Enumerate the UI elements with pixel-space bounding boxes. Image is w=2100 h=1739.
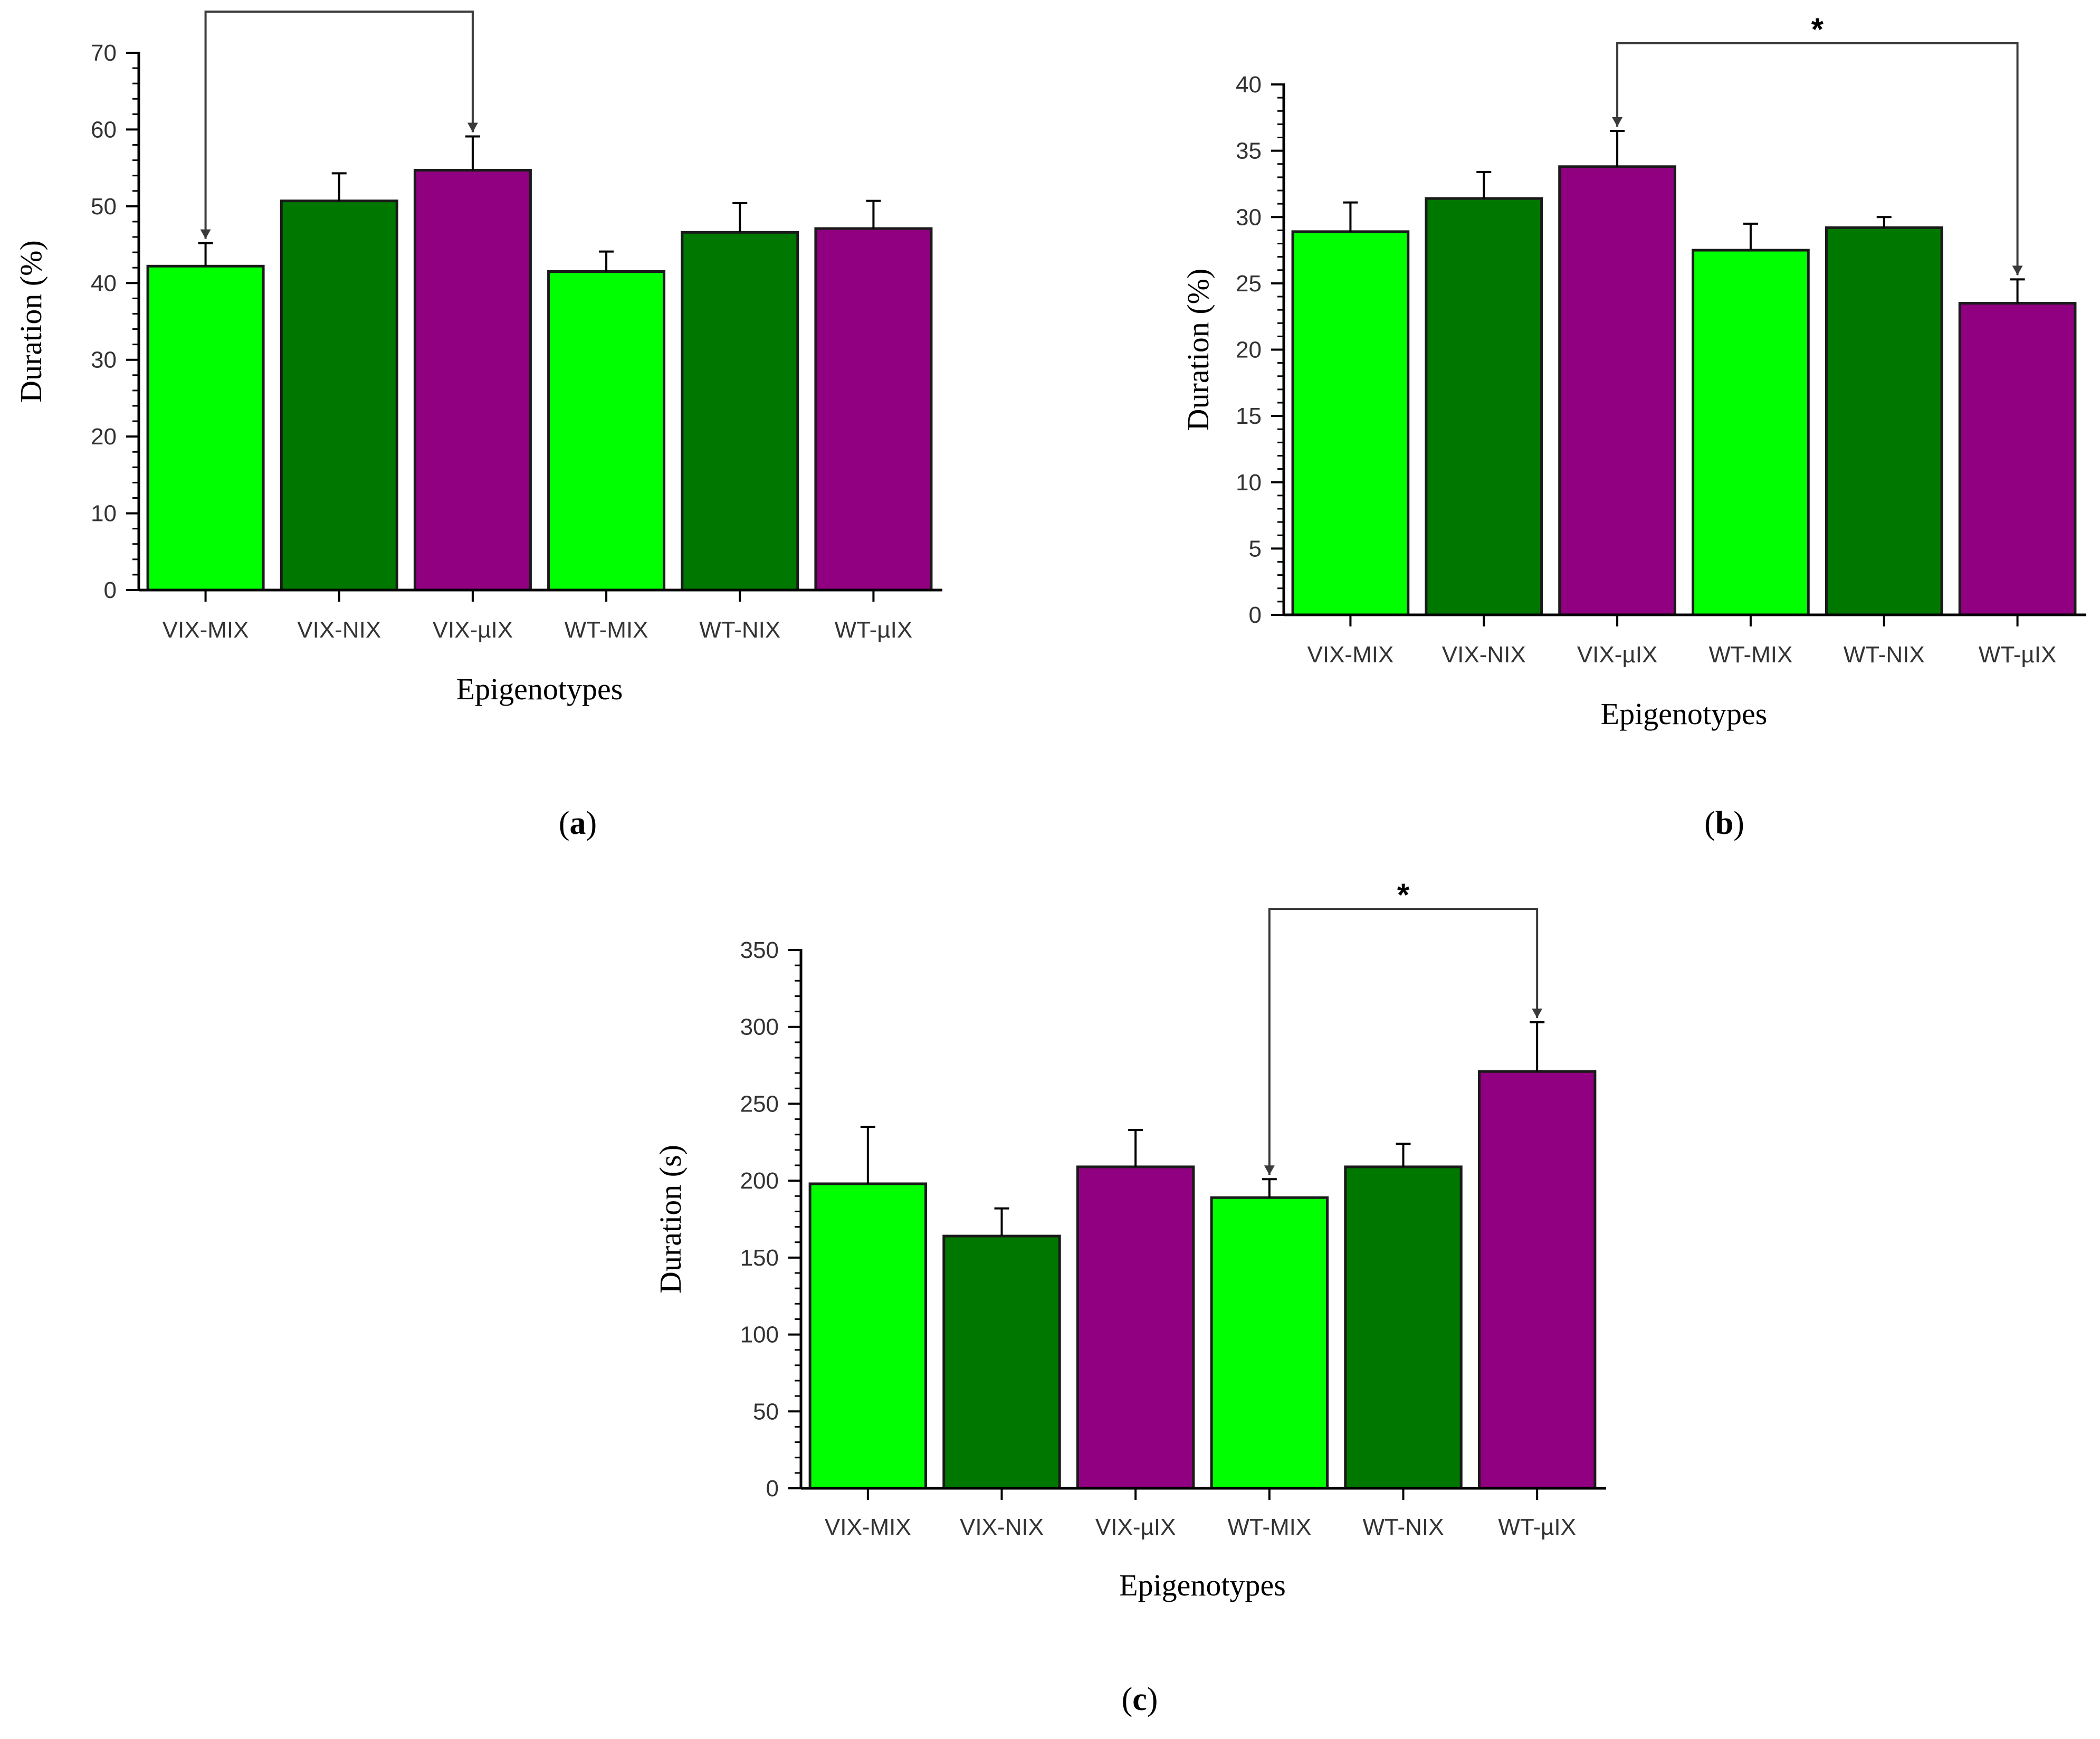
significance-star-a: * (333, 0, 346, 15)
y-tick-label-b-5: 5 (1249, 536, 1262, 562)
bar-b-3 (1558, 165, 1676, 616)
y-tick-label-a-70: 70 (91, 40, 117, 66)
bar-b-4 (1692, 249, 1810, 616)
bar-a-5 (681, 231, 799, 592)
error-bar-b-1 (1343, 201, 1358, 232)
x-tick-label-c-3: VIX-µIX (1095, 1514, 1176, 1540)
x-tick-label-a-2: VIX-NIX (297, 617, 381, 643)
x-tick-label-b-4: WT-MIX (1708, 642, 1792, 668)
y-tick-label-a-10: 10 (91, 501, 117, 527)
x-tick-label-c-5: WT-NIX (1363, 1514, 1444, 1540)
x-tick-label-b-1: VIX-MIX (1307, 642, 1394, 668)
error-bar-c-5 (1396, 1143, 1411, 1167)
y-tick-label-c-200: 200 (740, 1168, 779, 1194)
x-tick-label-a-4: WT-MIX (565, 617, 648, 643)
y-tick-label-b-35: 35 (1236, 138, 1262, 164)
bar-a-2 (280, 199, 398, 592)
y-tick-label-c-50: 50 (753, 1399, 779, 1424)
bar-a-6 (814, 227, 933, 592)
bar-c-5 (1344, 1165, 1463, 1490)
y-tick-label-b-20: 20 (1236, 337, 1262, 363)
error-bar-c-4 (1262, 1178, 1277, 1198)
error-bar-b-6 (2010, 278, 2025, 303)
x-tick-label-c-2: VIX-NIX (960, 1514, 1044, 1540)
significance-bracket-c: * (1264, 877, 1543, 1175)
chart-panel-a: 0 10 20 30 40 50 60 70 VIX-MIX VIX-NIX VIX-µIX WT-M… (14, 0, 942, 706)
y-tick-label-b-40: 40 (1236, 72, 1262, 98)
panel-label-c: (c) (1122, 1681, 1158, 1717)
bar-b-5 (1825, 226, 1943, 616)
y-tick-label-a-20: 20 (91, 424, 117, 450)
x-tick-label-a-3: VIX-µIX (433, 617, 513, 643)
y-axis-title-a: Duration (%) (14, 240, 48, 403)
bar-c-3 (1076, 1165, 1195, 1490)
x-tick-label-c-1: VIX-MIX (825, 1514, 911, 1540)
y-tick-label-c-350: 350 (740, 937, 779, 963)
y-tick-label-b-15: 15 (1236, 403, 1262, 429)
error-bar-b-5 (1876, 216, 1892, 228)
bar-c-6 (1477, 1070, 1597, 1490)
y-axis-title-b: Duration (%) (1181, 269, 1215, 431)
y-tick-label-a-0: 0 (104, 577, 117, 603)
error-bar-a-3 (465, 135, 480, 170)
significance-star-b: * (1811, 12, 1824, 47)
x-tick-label-b-6: WT-µIX (1979, 642, 2057, 668)
bar-b-2 (1425, 197, 1543, 616)
bar-c-1 (808, 1182, 928, 1490)
error-bar-a-5 (732, 202, 748, 233)
x-tick-label-c-6: WT-µIX (1498, 1514, 1576, 1540)
panel-label-b: (b) (1704, 805, 1744, 841)
x-tick-label-b-3: VIX-µIX (1577, 642, 1658, 668)
bar-a-3 (413, 169, 532, 592)
x-tick-label-a-6: WT-µIX (835, 617, 913, 643)
error-bar-c-2 (994, 1207, 1009, 1237)
y-tick-label-b-10: 10 (1236, 470, 1262, 496)
y-axis-title-c: Duration (s) (653, 1145, 688, 1294)
y-tick-label-c-0: 0 (766, 1476, 779, 1502)
x-axis-title-b: Epigenotypes (1601, 697, 1768, 731)
y-tick-label-c-150: 150 (740, 1245, 779, 1271)
x-tick-label-a-5: WT-NIX (699, 617, 780, 643)
x-tick-label-c-4: WT-MIX (1227, 1514, 1311, 1540)
y-tick-label-a-60: 60 (91, 117, 117, 142)
bar-b-6 (1958, 302, 2077, 616)
x-tick-label-a-1: VIX-MIX (163, 617, 249, 643)
error-bar-b-2 (1476, 170, 1492, 199)
bar-a-1 (146, 264, 265, 592)
significance-bracket-a: * (200, 0, 478, 239)
error-bar-c-3 (1128, 1128, 1143, 1167)
bar-c-2 (942, 1234, 1061, 1490)
y-tick-label-c-250: 250 (740, 1091, 779, 1117)
error-bar-b-4 (1743, 222, 1758, 251)
y-tick-label-a-40: 40 (91, 270, 117, 296)
error-bar-a-4 (599, 250, 614, 272)
x-axis-title-c: Epigenotypes (1119, 1568, 1286, 1602)
y-tick-label-b-25: 25 (1236, 271, 1262, 297)
x-tick-label-b-5: WT-NIX (1844, 642, 1925, 668)
error-bar-a-2 (331, 172, 347, 201)
x-axis-title-a: Epigenotypes (456, 672, 623, 706)
error-bar-c-6 (1530, 1021, 1545, 1072)
panel-label-a: (a) (559, 805, 597, 841)
error-bar-a-6 (866, 199, 881, 229)
chart-panel-c: 0 50 100 150 200 250 300 350 VIX-MIX VIX-NIX VIX-µ… (653, 877, 1606, 1602)
significance-star-c: * (1397, 877, 1410, 913)
bar-a-4 (547, 270, 666, 592)
y-tick-label-b-0: 0 (1249, 602, 1262, 628)
significance-bracket-b: * (1612, 12, 2023, 275)
bar-c-4 (1210, 1196, 1329, 1490)
chart-panel-b: 0 5 10 15 20 25 30 35 40 VIX-MIX VIX-NIX VIX-µIX WT-… (1181, 12, 2086, 731)
error-bar-b-3 (1610, 129, 1625, 167)
y-tick-label-b-30: 30 (1236, 204, 1262, 230)
y-tick-label-c-100: 100 (740, 1322, 779, 1348)
x-tick-label-b-2: VIX-NIX (1442, 642, 1526, 668)
y-tick-label-a-30: 30 (91, 347, 117, 373)
error-bar-a-1 (198, 242, 213, 267)
y-tick-label-c-300: 300 (740, 1014, 779, 1040)
y-tick-label-a-50: 50 (91, 194, 117, 220)
error-bar-c-1 (860, 1126, 875, 1184)
bar-b-1 (1291, 230, 1410, 616)
